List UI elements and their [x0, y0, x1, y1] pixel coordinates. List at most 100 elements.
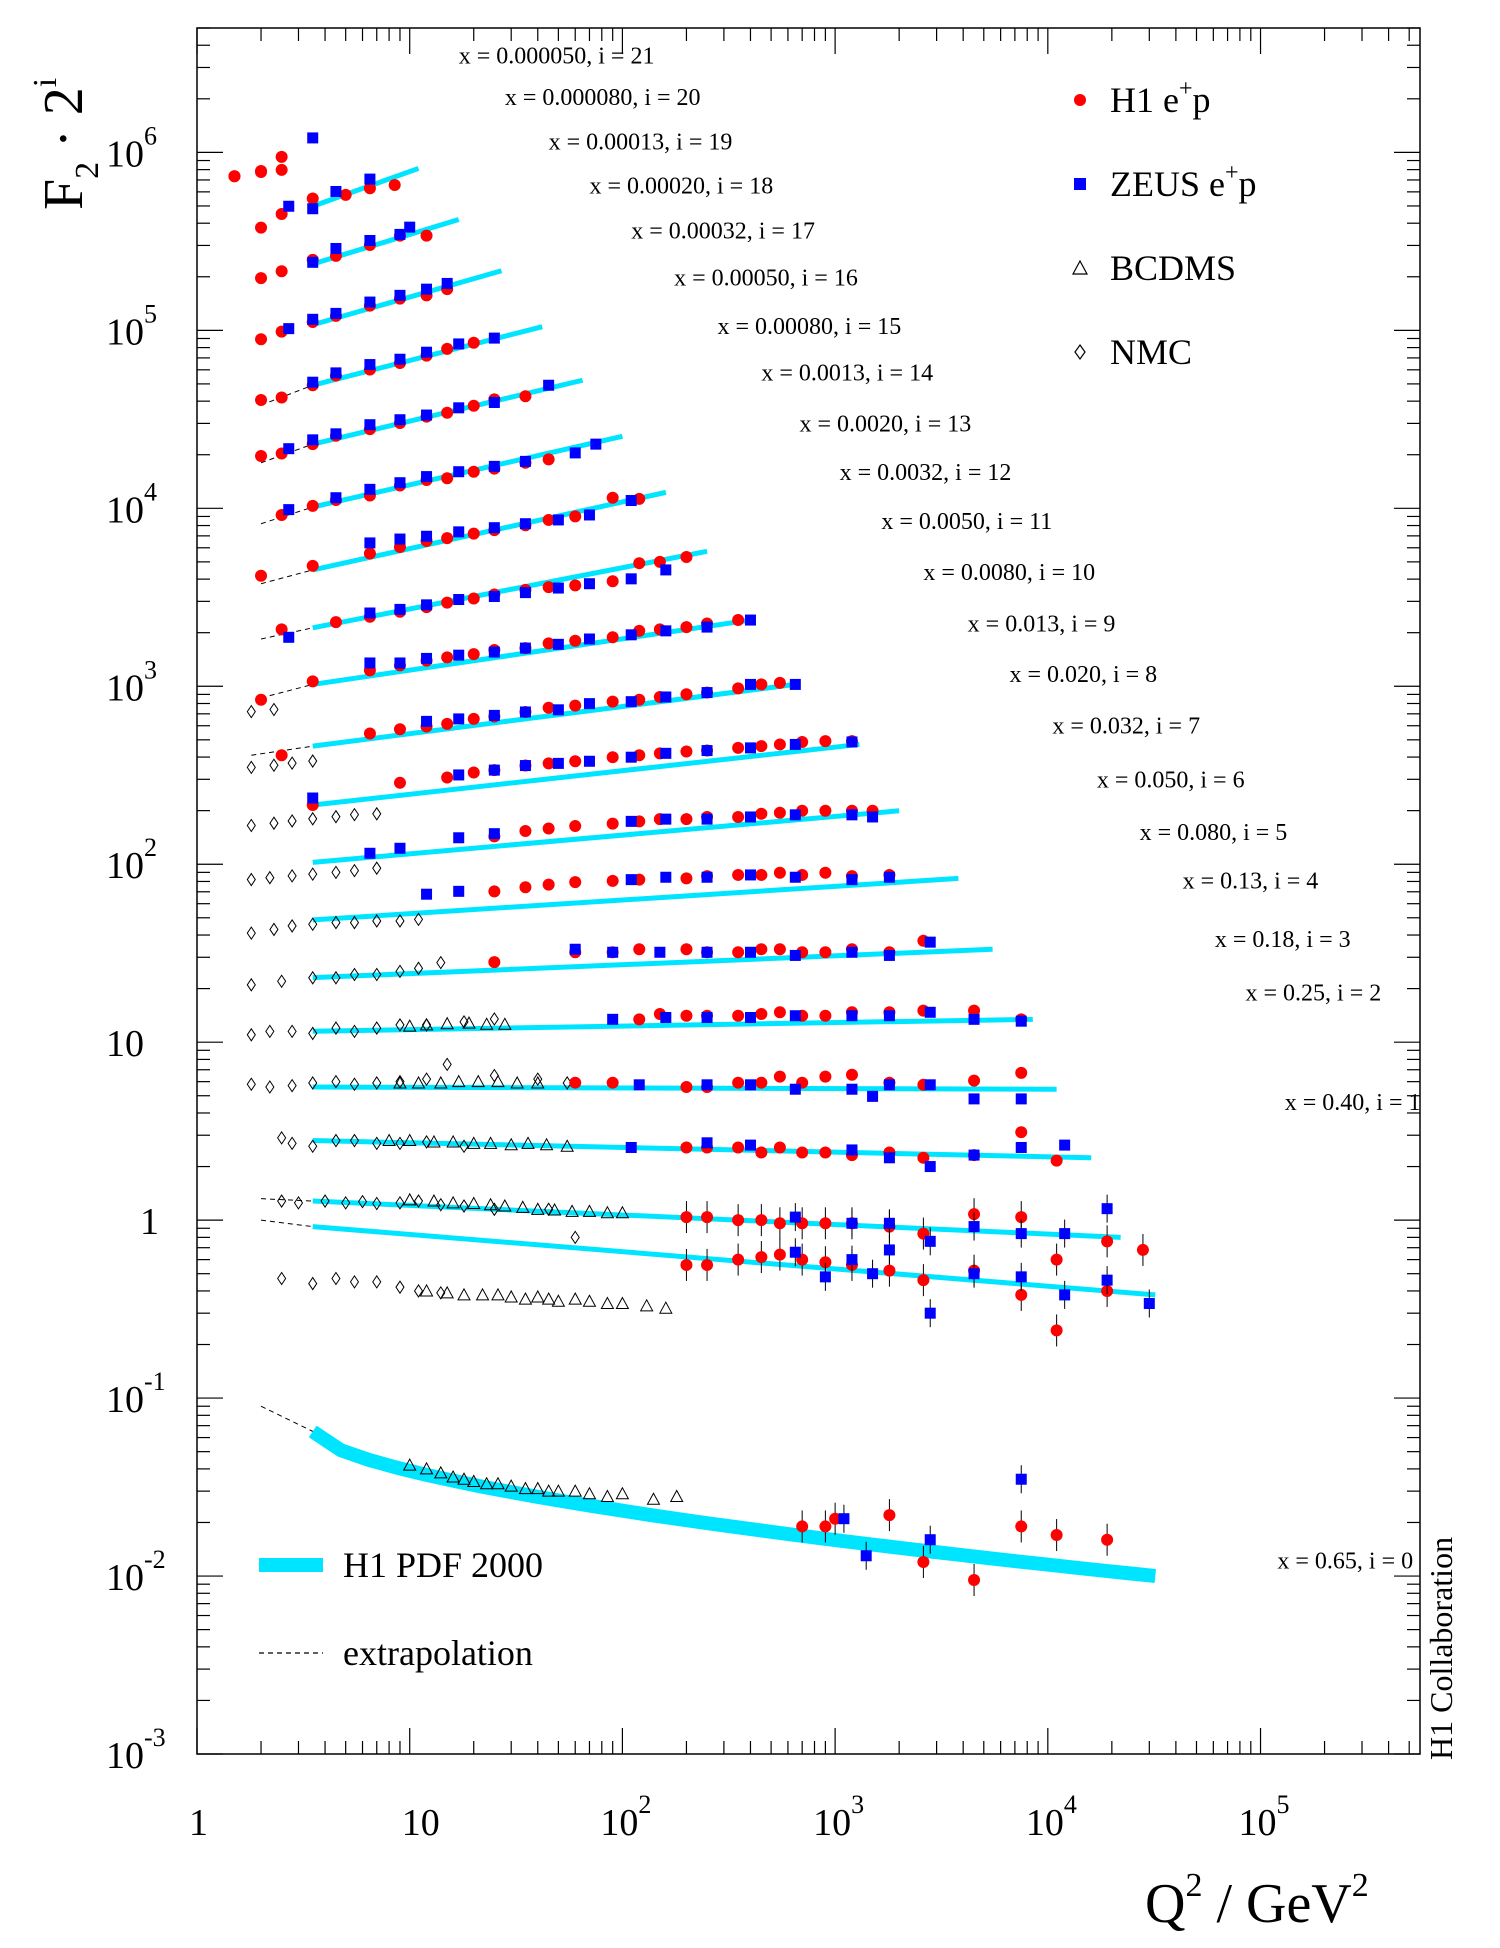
bcdms-point	[582, 1486, 597, 1500]
bcdms-point	[530, 1202, 545, 1215]
zeus-point	[625, 495, 637, 507]
zeus-point	[364, 419, 376, 431]
legend-label-sup: +	[1225, 160, 1239, 186]
zeus-point	[421, 599, 433, 611]
nmc-point	[395, 1280, 405, 1295]
zeus-point	[453, 885, 465, 897]
bcdms-point	[451, 1074, 466, 1088]
zeus-point	[453, 594, 465, 606]
zeus-point	[583, 578, 595, 590]
legend-marker-circle	[1074, 94, 1086, 106]
y-axis-title-sub: 2	[69, 162, 106, 179]
nmc-point	[413, 912, 424, 927]
bcdms-point	[427, 1134, 441, 1148]
bin-label: x = 0.00050, i = 16	[674, 266, 858, 292]
h1-point	[701, 1258, 714, 1271]
zeus-point	[968, 1013, 980, 1025]
nmc-point	[246, 818, 256, 833]
extrapolation-line	[261, 1198, 313, 1202]
nmc-point	[246, 760, 256, 775]
h1-point	[1101, 1533, 1114, 1546]
y-tick-label-base: 10	[106, 1379, 144, 1421]
h1-point	[680, 1009, 693, 1022]
fit-curve	[312, 617, 751, 687]
bin-label: x = 0.013, i = 9	[968, 612, 1116, 638]
h1-point	[1050, 1529, 1063, 1542]
nmc-point	[308, 867, 318, 881]
y-tick-label: 10-3	[106, 1723, 166, 1777]
zeus-point	[819, 1271, 831, 1283]
zeus-point	[569, 447, 581, 459]
zeus-point	[307, 434, 319, 446]
y-tick-label-base: 1	[140, 1201, 159, 1243]
h1-point	[441, 406, 454, 419]
h1-point	[755, 1251, 768, 1264]
nmc-point	[395, 1195, 405, 1210]
fit-curve	[312, 875, 959, 923]
legend-label-name: ZEUS e	[1110, 164, 1225, 204]
zeus-point	[867, 1268, 879, 1280]
y-tick-label-base: 10	[106, 667, 144, 709]
h1-point	[755, 943, 768, 956]
x-tick-label-exp: 3	[851, 1790, 864, 1819]
zeus-point	[364, 234, 376, 246]
zeus-point	[1101, 1274, 1113, 1286]
collaboration-label: H1 Collaboration	[1423, 1537, 1459, 1760]
h1-point	[275, 265, 288, 278]
h1-point	[755, 740, 768, 753]
nmc-point	[246, 1027, 256, 1042]
zeus-point	[660, 691, 672, 703]
zeus-point	[394, 657, 406, 669]
bcdms-point	[491, 1476, 505, 1490]
zeus-point	[701, 745, 713, 757]
h1-point	[755, 1007, 768, 1020]
zeus-point	[1101, 1203, 1113, 1215]
zeus-point	[789, 738, 801, 750]
h1-point	[773, 738, 786, 751]
zeus-point	[846, 946, 858, 958]
bcdms-point	[457, 1287, 471, 1301]
legend-marker-diamond	[1074, 343, 1086, 361]
h1-point	[467, 648, 480, 661]
zeus-point	[583, 755, 595, 767]
zeus-point	[421, 409, 433, 421]
nmc-point	[489, 1068, 499, 1083]
zeus-point	[924, 1006, 936, 1018]
bcdms-point	[475, 1287, 490, 1301]
h1-point	[467, 712, 480, 725]
bin-label: x = 0.000080, i = 20	[505, 85, 701, 111]
legend-label: H1 e+p	[1110, 76, 1211, 120]
legend-marker-triangle	[1071, 259, 1089, 275]
zeus-point	[330, 367, 342, 379]
zeus-point	[307, 792, 319, 804]
y-tick-label: 103	[106, 655, 157, 709]
h1-point	[819, 804, 832, 817]
h1-point	[773, 1217, 786, 1230]
hera-points	[228, 132, 1155, 1597]
h1-point	[845, 1068, 858, 1081]
nmc-point	[413, 1194, 424, 1208]
nmc-point	[265, 1080, 275, 1094]
h1-point	[275, 749, 288, 762]
nmc-point	[287, 1078, 297, 1093]
h1-point	[701, 1211, 714, 1224]
x-tick-label-base: 10	[1239, 1802, 1277, 1844]
h1-point	[569, 820, 582, 833]
h1-point	[255, 164, 268, 177]
nmc-point	[436, 955, 446, 970]
zeus-point	[701, 813, 713, 825]
zeus-point	[968, 1221, 980, 1233]
nmc-point	[421, 1072, 432, 1087]
bcdms-point	[402, 1192, 417, 1206]
nmc-point	[459, 1139, 469, 1154]
nmc-point	[287, 814, 297, 828]
bcdms-point	[510, 1075, 524, 1089]
zeus-point	[307, 313, 319, 325]
zeus-point	[364, 483, 376, 495]
nmc-point	[331, 970, 341, 985]
h1-point	[732, 1253, 745, 1266]
extrap-legend-label: extrapolation	[343, 1633, 533, 1673]
h1-point	[883, 1509, 896, 1522]
legend-label-suffix: p	[1239, 164, 1257, 204]
